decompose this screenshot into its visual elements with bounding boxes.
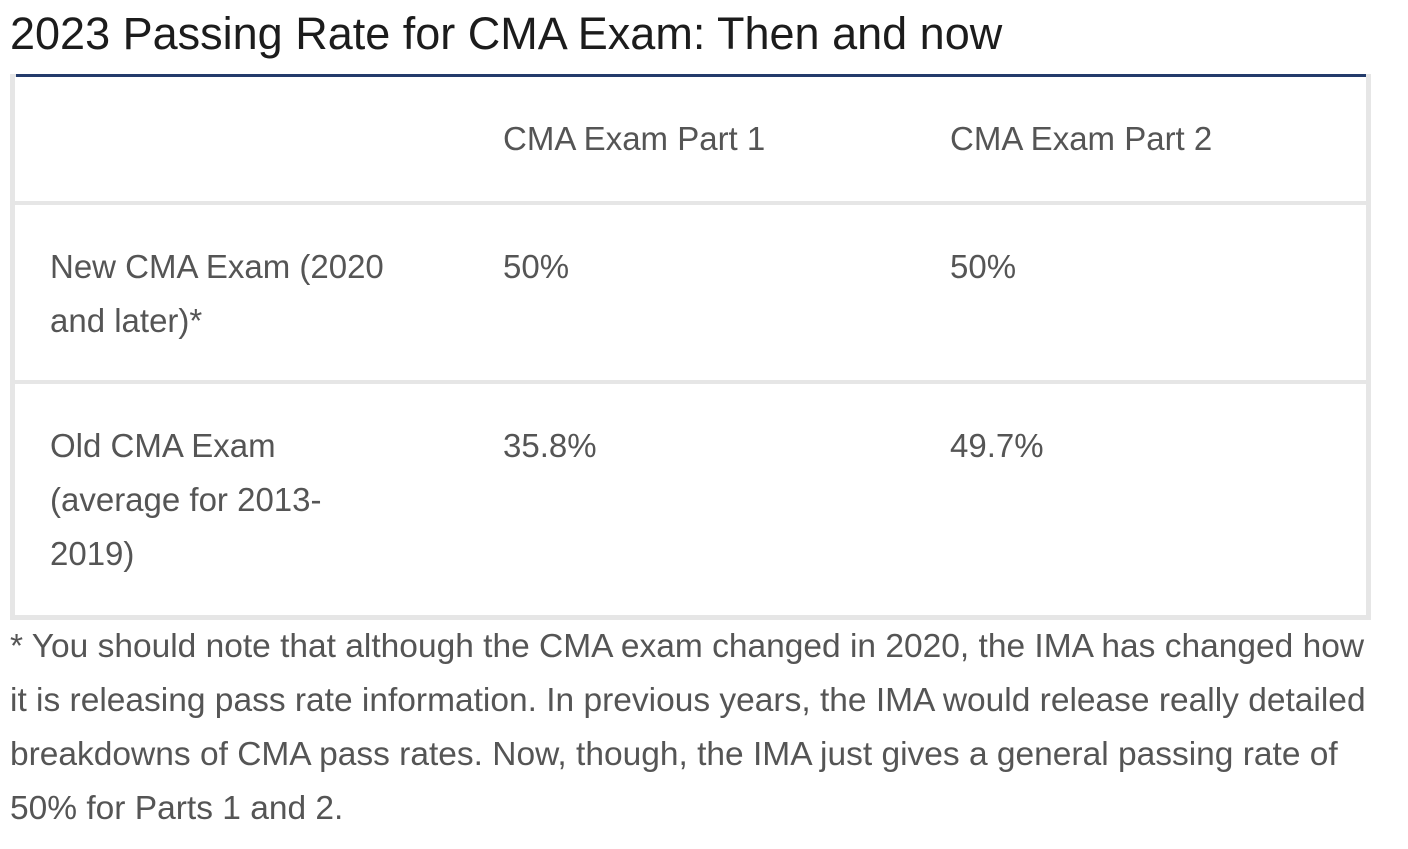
table-body: CMA Exam Part 1 CMA Exam Part 2 New CMA … <box>15 77 1366 615</box>
row-label-new-exam: New CMA Exam (2020 and later)* <box>50 248 384 339</box>
row-value-part1: 35.8% <box>503 427 597 464</box>
row-value-part2: 50% <box>950 248 1017 285</box>
row-label-old-exam: Old CMA Exam (average for 2013-2019) <box>50 427 322 572</box>
page-title: 2023 Passing Rate for CMA Exam: Then and… <box>10 8 1003 59</box>
header-cell-part1: CMA Exam Part 1 <box>503 120 766 157</box>
table-row: New CMA Exam (2020 and later)* 50% 50% <box>15 205 1366 380</box>
pass-rate-table: CMA Exam Part 1 CMA Exam Part 2 New CMA … <box>10 74 1371 620</box>
table-header-row: CMA Exam Part 1 CMA Exam Part 2 <box>15 77 1366 201</box>
row-value-part1: 50% <box>503 248 570 285</box>
header-cell-part2: CMA Exam Part 2 <box>950 120 1213 157</box>
table-top-rule <box>16 74 1366 77</box>
row-value-part2: 49.7% <box>950 427 1044 464</box>
table-row: Old CMA Exam (average for 2013-2019) 35.… <box>15 384 1366 615</box>
footnote: * You should note that although the CMA … <box>10 628 1366 827</box>
